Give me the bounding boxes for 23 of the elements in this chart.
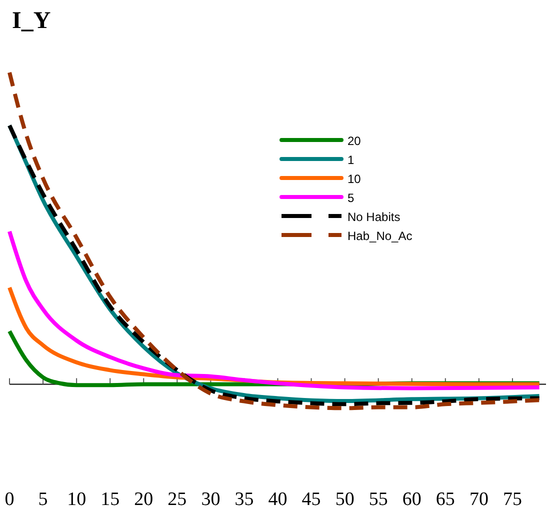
legend-label: 10 [348,172,362,186]
legend-label: 5 [348,191,355,205]
x-tick-label: 5 [38,489,48,510]
x-tick-label: 70 [469,489,488,510]
legend-label: No Habits [348,210,400,224]
x-tick-label: 35 [234,489,254,510]
x-tick-label: 50 [335,489,354,510]
x-tick-label: 10 [67,489,86,510]
legend-label: 1 [348,153,355,167]
x-tick-label: 15 [100,489,120,510]
x-tick-label: 55 [368,489,388,510]
x-tick-label: 60 [402,489,422,510]
x-tick-label: 75 [502,489,522,510]
legend-label: 20 [348,134,362,148]
legend-label: Hab_No_Ac [348,229,412,243]
chart-title: I_Y [12,8,51,34]
x-tick-label: 40 [268,489,288,510]
x-tick-label: 45 [302,489,321,510]
x-tick-label: 0 [4,489,14,510]
x-tick-label: 25 [168,489,187,510]
x-tick-label: 30 [201,489,220,510]
x-tick-label: 65 [436,489,455,510]
x-tick-label: 20 [134,489,154,510]
